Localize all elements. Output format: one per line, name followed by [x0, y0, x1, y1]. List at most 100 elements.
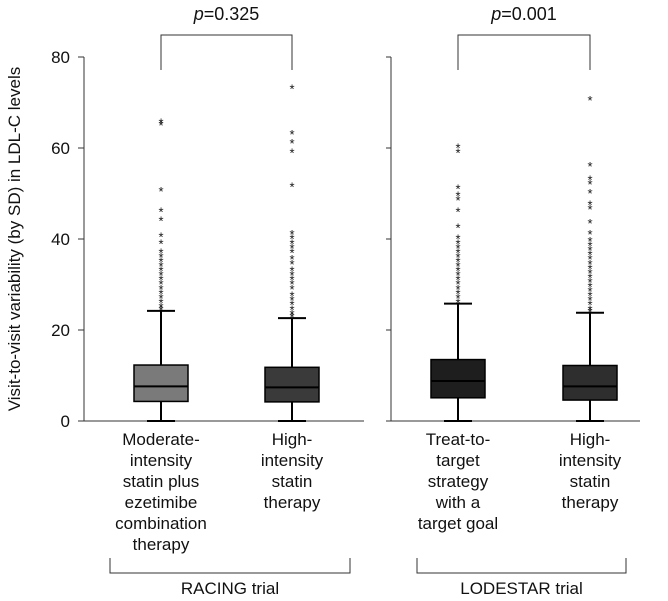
- p-value-label: p=0.325: [193, 4, 260, 24]
- outlier-point: *: [587, 298, 592, 313]
- outlier-point: *: [455, 273, 460, 288]
- outlier-point: *: [158, 259, 163, 274]
- outlier-point: *: [158, 268, 163, 283]
- outlier-point: *: [289, 307, 294, 322]
- outlier-point: *: [289, 273, 294, 288]
- y-axis-label: Visit-to-visit variability (by SD) in LD…: [5, 67, 24, 412]
- category-label: therapy: [264, 493, 321, 512]
- category-label: High-: [272, 430, 313, 449]
- outlier-point: *: [455, 189, 460, 204]
- category-label: therapy: [562, 493, 619, 512]
- outlier-point: *: [587, 202, 592, 217]
- significance-bracket: [160, 34, 293, 70]
- outlier-point: *: [587, 239, 592, 254]
- box: [562, 364, 618, 401]
- outlier-point: *: [455, 204, 460, 219]
- category-label: Treat-to-: [426, 430, 491, 449]
- category-label: target: [436, 451, 480, 470]
- outlier-point: *: [455, 250, 460, 265]
- axes: 0 20 40 60 80: [51, 48, 640, 431]
- outlier-point: *: [158, 264, 163, 279]
- outlier-point: *: [158, 236, 163, 251]
- outlier-point: *: [158, 282, 163, 297]
- outlier-point: *: [455, 145, 460, 160]
- outlier-point: *: [587, 270, 592, 285]
- boxplot-1-1: **************************: [562, 93, 618, 422]
- outlier-point: *: [455, 182, 460, 197]
- y-tick-label: 60: [51, 139, 70, 158]
- outlier-point: *: [587, 159, 592, 174]
- outlier-point: *: [289, 82, 294, 97]
- boxplot-0-1: ***********************: [264, 82, 320, 422]
- outlier-point: *: [587, 302, 592, 317]
- plot-area: ****************************************…: [133, 82, 618, 422]
- outlier-point: *: [158, 286, 163, 301]
- outlier-point: *: [289, 268, 294, 283]
- outlier-point: *: [289, 241, 294, 256]
- category-label: statin: [570, 472, 611, 491]
- outlier-point: *: [455, 277, 460, 292]
- category-label: intensity: [559, 451, 622, 470]
- outlier-point: *: [158, 250, 163, 265]
- outlier-point: *: [587, 266, 592, 281]
- outlier-point: *: [587, 198, 592, 213]
- outlier-point: *: [158, 229, 163, 244]
- outlier-point: *: [455, 236, 460, 251]
- outlier-point: *: [289, 136, 294, 151]
- outlier-point: *: [158, 118, 163, 133]
- outlier-point: *: [455, 141, 460, 156]
- box: [430, 358, 486, 399]
- category-label: therapy: [133, 535, 190, 554]
- group-label: RACING trial: [181, 579, 279, 598]
- outlier-point: *: [587, 93, 592, 108]
- outlier-point: *: [455, 264, 460, 279]
- category-label: statin: [272, 472, 313, 491]
- outlier-point: *: [587, 177, 592, 192]
- category-label: High-: [570, 430, 611, 449]
- category-label: combination: [115, 514, 207, 533]
- outlier-point: *: [587, 257, 592, 272]
- y-tick-label: 20: [51, 321, 70, 340]
- y-tick-label: 0: [61, 412, 70, 431]
- p-value-label: p=0.001: [490, 4, 557, 24]
- outlier-point: *: [455, 254, 460, 269]
- outlier-point: *: [455, 245, 460, 260]
- outlier-point: *: [587, 234, 592, 249]
- outlier-point: *: [587, 252, 592, 267]
- outlier-point: *: [158, 303, 163, 318]
- labels: Visit-to-visit variability (by SD) in LD…: [5, 4, 627, 598]
- boxplot-0-0: *********************: [133, 116, 189, 422]
- outlier-point: *: [158, 204, 163, 219]
- outlier-point: *: [455, 241, 460, 256]
- outlier-point: *: [289, 127, 294, 142]
- outlier-point: *: [455, 295, 460, 310]
- outlier-point: *: [158, 116, 163, 131]
- outlier-point: *: [289, 310, 294, 325]
- category-label: statin plus: [123, 472, 200, 491]
- outlier-point: *: [587, 173, 592, 188]
- outlier-point: *: [455, 259, 460, 274]
- category-label: intensity: [261, 451, 324, 470]
- outlier-point: *: [289, 282, 294, 297]
- outlier-point: *: [587, 284, 592, 299]
- outlier-point: *: [158, 214, 163, 229]
- y-tick-label: 40: [51, 230, 70, 249]
- outlier-point: *: [289, 245, 294, 260]
- outlier-point: *: [455, 268, 460, 283]
- outlier-point: *: [455, 220, 460, 235]
- category-label: target goal: [418, 514, 498, 533]
- outlier-point: *: [587, 280, 592, 295]
- outlier-point: *: [289, 289, 294, 304]
- outlier-point: *: [587, 289, 592, 304]
- outlier-point: *: [587, 216, 592, 231]
- significance-bracket: [457, 34, 591, 70]
- outlier-point: *: [158, 291, 163, 306]
- outlier-point: *: [455, 282, 460, 297]
- box: [264, 366, 320, 403]
- outlier-point: *: [158, 254, 163, 269]
- category-label: with a: [435, 493, 481, 512]
- outlier-point: *: [158, 300, 163, 315]
- outlier-point: *: [289, 257, 294, 272]
- outlier-point: *: [587, 305, 592, 320]
